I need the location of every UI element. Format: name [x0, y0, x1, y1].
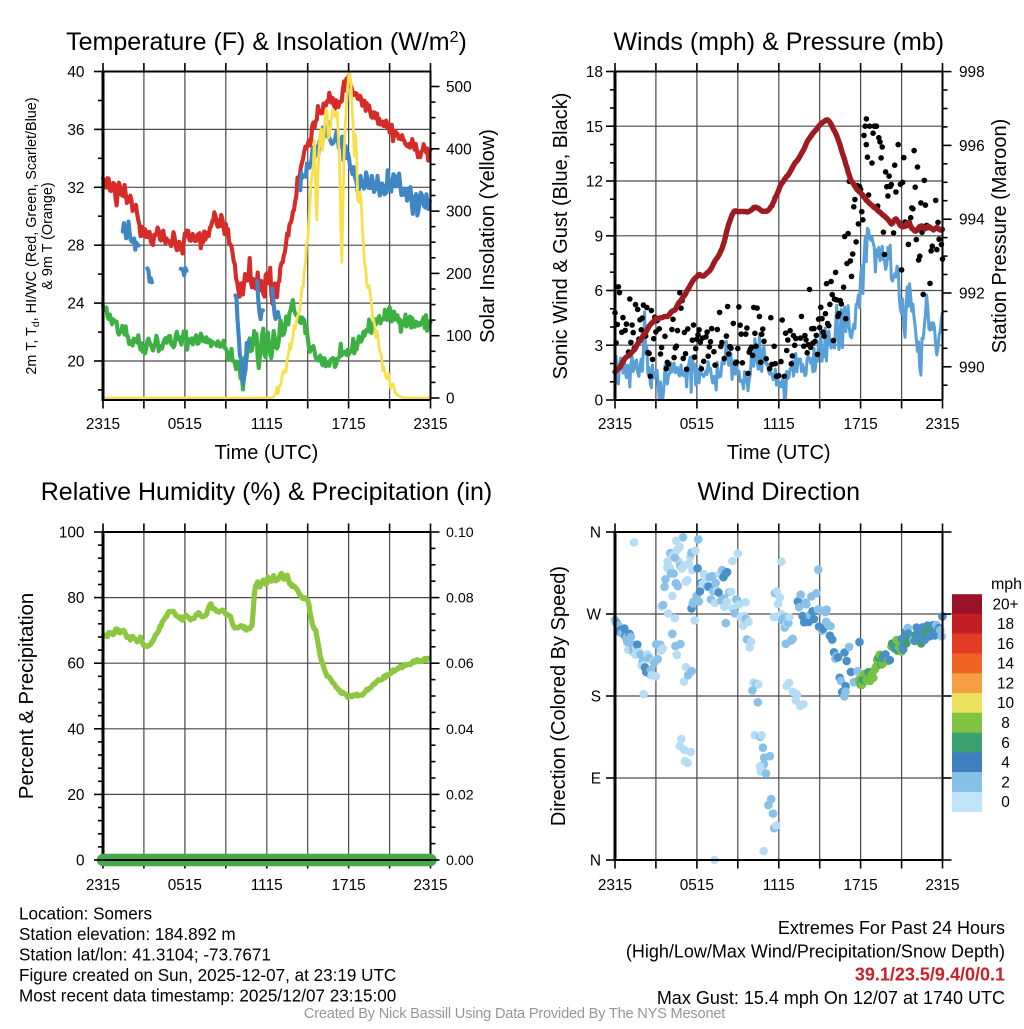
svg-text:300: 300	[446, 204, 472, 221]
svg-text:0: 0	[446, 391, 455, 408]
svg-text:2315: 2315	[86, 416, 120, 433]
svg-text:Direction (Colored By Speed): Direction (Colored By Speed)	[548, 566, 570, 826]
svg-text:4: 4	[1001, 755, 1010, 772]
svg-text:24: 24	[67, 296, 85, 313]
svg-text:0515: 0515	[680, 416, 714, 433]
svg-text:Sonic Wind & Gust (Blue, Black: Sonic Wind & Gust (Blue, Black)	[550, 93, 572, 380]
svg-text:500: 500	[446, 79, 472, 96]
svg-text:1715: 1715	[844, 877, 878, 894]
svg-text:12: 12	[997, 675, 1014, 692]
svg-text:100: 100	[59, 525, 85, 542]
svg-text:2315: 2315	[598, 416, 632, 433]
svg-text:10: 10	[997, 695, 1014, 712]
svg-text:Time (UTC): Time (UTC)	[727, 442, 831, 464]
svg-text:S: S	[591, 688, 601, 705]
svg-text:Location: Somers: Location: Somers	[19, 905, 152, 924]
svg-text:2315: 2315	[925, 416, 959, 433]
svg-text:40: 40	[67, 64, 84, 81]
svg-text:0: 0	[1001, 794, 1010, 811]
svg-text:36: 36	[67, 122, 84, 139]
svg-text:& 9m T (Orange): & 9m T (Orange)	[40, 182, 56, 289]
svg-text:2315: 2315	[413, 416, 447, 433]
svg-text:Figure created on Sun, 2025-12: Figure created on Sun, 2025-12-07, at 23…	[19, 966, 396, 985]
svg-text:1115: 1115	[251, 416, 283, 433]
svg-text:Winds (mph) & Pressure (mb): Winds (mph) & Pressure (mb)	[613, 28, 944, 56]
svg-text:Created By Nick Bassill Using: Created By Nick Bassill Using Data Provi…	[304, 1006, 725, 1022]
svg-text:0: 0	[76, 853, 85, 870]
svg-text:N: N	[590, 852, 601, 869]
svg-text:2315: 2315	[925, 877, 959, 894]
svg-text:1115: 1115	[763, 416, 795, 433]
svg-text:18: 18	[997, 616, 1014, 633]
svg-text:Station lat/lon: 41.3104; -73.: Station lat/lon: 41.3104; -73.7671	[19, 946, 271, 965]
svg-text:1715: 1715	[332, 877, 366, 894]
svg-text:Wind Direction: Wind Direction	[697, 478, 860, 506]
svg-text:E: E	[591, 770, 601, 787]
svg-text:1715: 1715	[332, 416, 366, 433]
svg-text:Extremes For Past 24 Hours: Extremes For Past 24 Hours	[778, 918, 1005, 938]
svg-text:0.02: 0.02	[446, 787, 474, 803]
svg-text:3: 3	[594, 338, 603, 355]
svg-text:40: 40	[67, 721, 84, 738]
svg-text:2m T, Td, HI/WC (Red, Green, S: 2m T, Td, HI/WC (Red, Green, Scarlet/Blu…	[24, 97, 42, 374]
svg-text:0515: 0515	[680, 877, 714, 894]
svg-text:1115: 1115	[763, 877, 795, 894]
svg-text:15: 15	[586, 119, 603, 136]
svg-text:mph: mph	[991, 576, 1022, 593]
svg-text:Station elevation: 184.892 m: Station elevation: 184.892 m	[19, 925, 236, 944]
svg-text:16: 16	[997, 636, 1014, 653]
svg-text:20+: 20+	[992, 596, 1018, 613]
svg-text:400: 400	[446, 141, 472, 158]
svg-text:9: 9	[594, 228, 603, 245]
svg-text:60: 60	[67, 656, 84, 673]
svg-text:Max Gust: 15.4 mph On 12/07 at: Max Gust: 15.4 mph On 12/07 at 1740 UTC	[657, 988, 1005, 1008]
svg-text:1715: 1715	[844, 416, 878, 433]
svg-text:Relative Humidity (%) & Precip: Relative Humidity (%) & Precipitation (i…	[41, 478, 493, 506]
svg-text:0515: 0515	[168, 877, 202, 894]
svg-text:(High/Low/Max Wind/Precipitati: (High/Low/Max Wind/Precipitation/Snow De…	[626, 942, 1005, 962]
svg-text:0.10: 0.10	[446, 525, 474, 541]
svg-text:990: 990	[959, 359, 985, 376]
svg-text:2315: 2315	[598, 877, 632, 894]
svg-text:2315: 2315	[413, 877, 447, 894]
svg-text:0.04: 0.04	[446, 722, 474, 738]
svg-text:28: 28	[67, 238, 84, 255]
svg-text:14: 14	[997, 656, 1015, 673]
svg-text:Solar Insolation (Yellow): Solar Insolation (Yellow)	[477, 129, 499, 343]
svg-text:12: 12	[586, 174, 603, 191]
svg-text:998: 998	[959, 64, 985, 81]
svg-text:0.06: 0.06	[446, 656, 474, 672]
svg-text:Most recent data timestamp: 20: Most recent data timestamp: 2025/12/07 2…	[19, 987, 396, 1006]
svg-text:200: 200	[446, 266, 472, 283]
svg-text:18: 18	[586, 64, 603, 81]
svg-text:6: 6	[594, 283, 603, 300]
svg-text:992: 992	[959, 285, 985, 302]
svg-text:W: W	[586, 606, 601, 623]
svg-text:2315: 2315	[86, 877, 120, 894]
svg-text:39.1/23.5/9.4/0/0.1: 39.1/23.5/9.4/0/0.1	[855, 965, 1005, 985]
svg-text:Temperature (F) & Insolation (: Temperature (F) & Insolation (W/m2)	[66, 28, 467, 56]
svg-text:20: 20	[67, 787, 84, 804]
svg-text:Percent & Precipitation: Percent & Precipitation	[16, 593, 38, 799]
svg-text:Station Pressure (Maroon): Station Pressure (Maroon)	[989, 119, 1011, 354]
svg-text:0: 0	[594, 393, 603, 410]
svg-text:20: 20	[67, 354, 84, 371]
svg-text:994: 994	[959, 212, 985, 229]
svg-text:1115: 1115	[251, 877, 283, 894]
svg-text:N: N	[590, 525, 601, 542]
svg-text:996: 996	[959, 138, 985, 155]
svg-text:0515: 0515	[168, 416, 202, 433]
svg-text:6: 6	[1001, 735, 1010, 752]
svg-text:0.00: 0.00	[446, 853, 474, 869]
svg-text:32: 32	[67, 180, 84, 197]
svg-text:80: 80	[67, 590, 84, 607]
svg-text:8: 8	[1001, 715, 1010, 732]
svg-text:0.08: 0.08	[446, 591, 474, 607]
svg-text:100: 100	[446, 328, 472, 345]
svg-text:2: 2	[1001, 774, 1010, 791]
svg-text:Time (UTC): Time (UTC)	[215, 442, 319, 464]
